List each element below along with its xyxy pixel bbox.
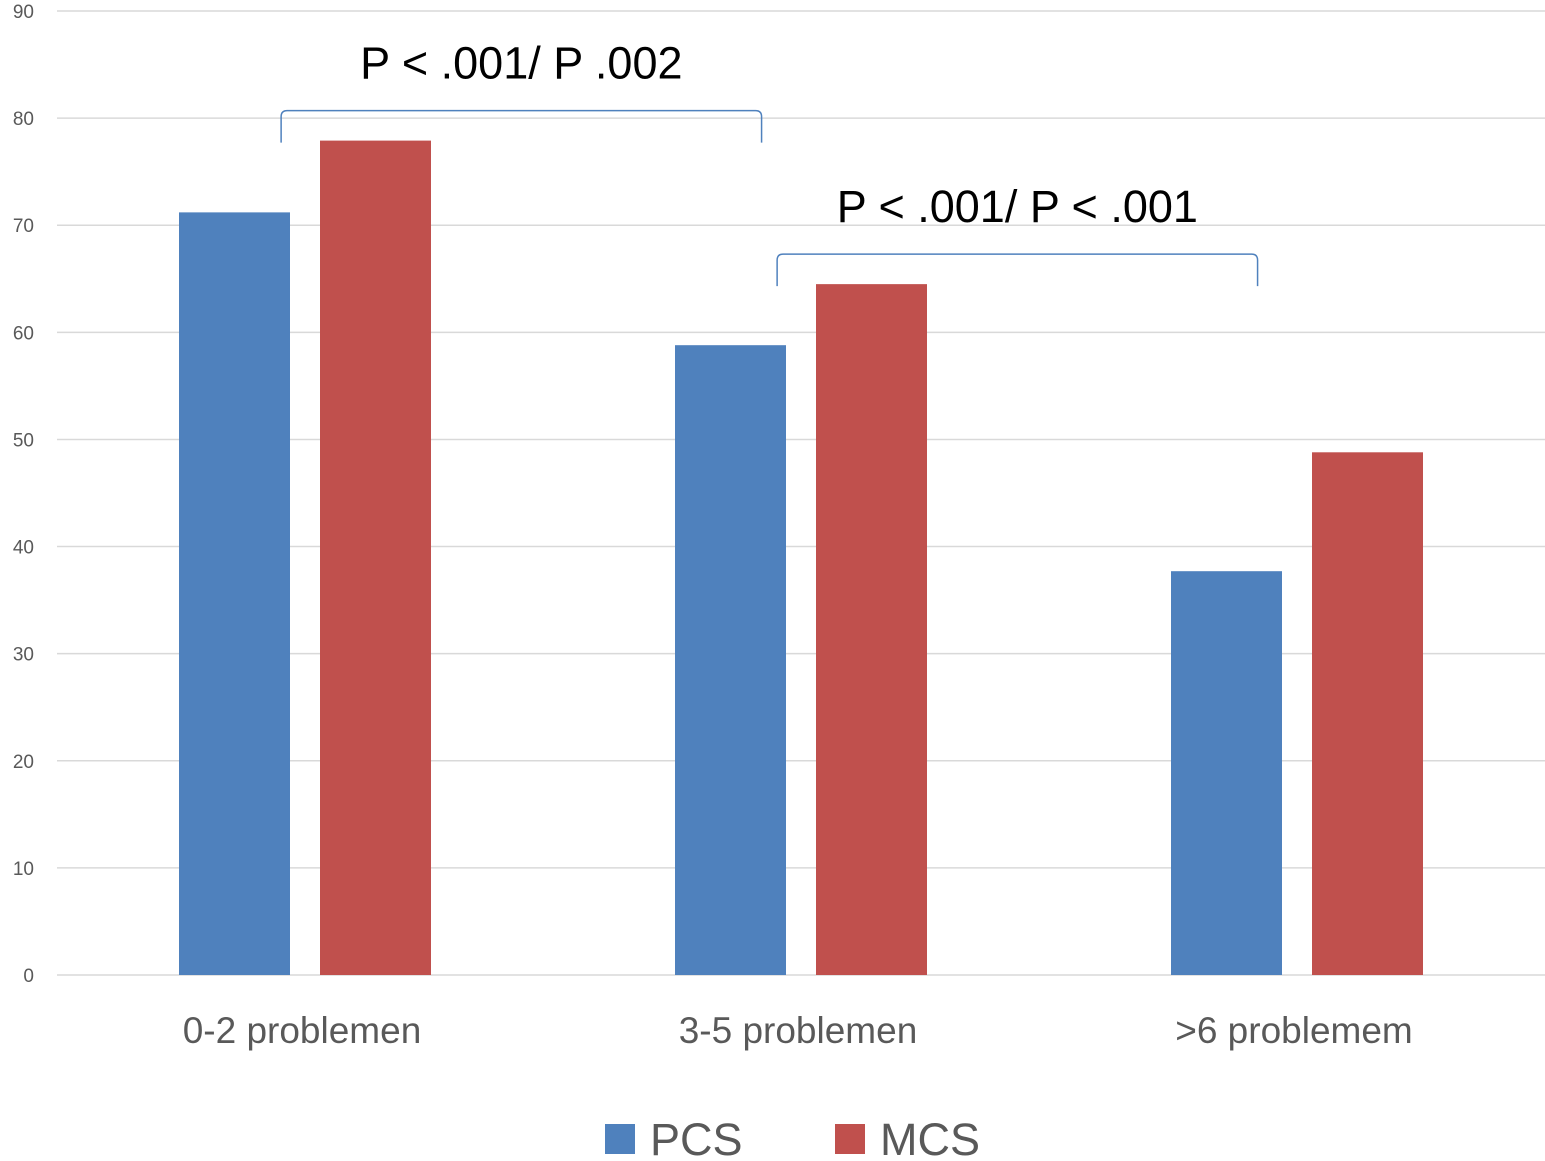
x-axis-ticks: 0-2 problemen 3-5 problemen >6 problemem bbox=[183, 1010, 1413, 1051]
legend-swatch-mcs bbox=[835, 1124, 865, 1154]
y-tick-label: 40 bbox=[13, 538, 34, 559]
legend-label-mcs: MCS bbox=[880, 1114, 980, 1161]
y-tick-label: 80 bbox=[13, 109, 34, 130]
bar-pcs-0 bbox=[179, 212, 290, 975]
x-tick-label: >6 problemem bbox=[1175, 1010, 1413, 1051]
legend-label-pcs: PCS bbox=[650, 1114, 743, 1161]
bar-mcs-2 bbox=[1312, 452, 1423, 975]
x-tick-label: 0-2 problemen bbox=[183, 1010, 422, 1051]
y-tick-label: 50 bbox=[13, 430, 34, 451]
bar-mcs-1 bbox=[816, 284, 927, 976]
y-tick-label: 30 bbox=[13, 645, 34, 666]
p-value-annotation: P < .001/ P .002 bbox=[360, 38, 682, 89]
y-tick-label: 0 bbox=[23, 966, 34, 987]
p-value-annotation: P < .001/ P < .001 bbox=[837, 181, 1198, 232]
gridlines bbox=[57, 10, 1545, 976]
legend: PCS MCS bbox=[605, 1114, 980, 1161]
y-axis-ticks: 0 10 20 30 40 50 60 70 80 90 bbox=[13, 2, 34, 987]
y-tick-label: 20 bbox=[13, 752, 34, 773]
y-tick-label: 70 bbox=[13, 216, 34, 237]
significance-bracket-0 bbox=[280, 109, 763, 143]
y-tick-label: 90 bbox=[13, 2, 34, 23]
bar-mcs-0 bbox=[320, 140, 431, 976]
bar-pcs-1 bbox=[675, 345, 786, 976]
significance-bracket-1 bbox=[776, 253, 1259, 287]
x-tick-label: 3-5 problemen bbox=[679, 1010, 918, 1051]
bar-pcs-2 bbox=[1171, 571, 1282, 975]
annotations: P < .001/ P .002 P < .001/ P < .001 bbox=[280, 38, 1259, 287]
y-tick-label: 60 bbox=[13, 323, 34, 344]
bars bbox=[179, 140, 1423, 976]
legend-swatch-pcs bbox=[605, 1124, 635, 1154]
y-tick-label: 10 bbox=[13, 859, 34, 880]
